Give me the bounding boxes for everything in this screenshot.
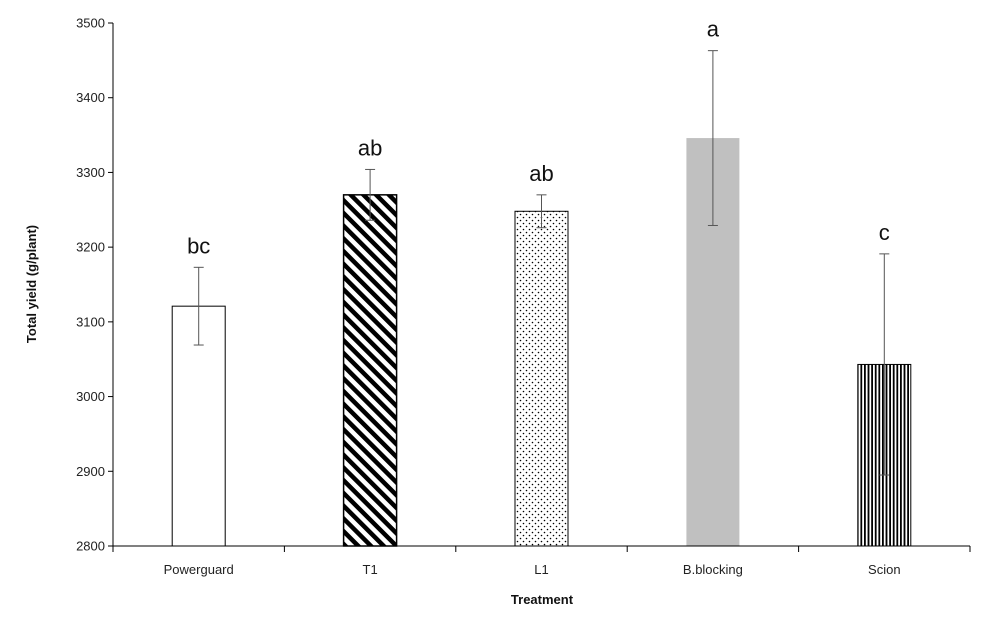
y-tick-label: 2900: [76, 464, 105, 479]
y-tick-label: 2800: [76, 539, 105, 554]
significance-label: ab: [529, 161, 553, 186]
significance-labels: bc ab ab a c: [187, 17, 890, 259]
y-tick-label: 3400: [76, 90, 105, 105]
significance-label: ab: [358, 135, 382, 160]
significance-label: a: [707, 17, 720, 42]
error-bars: [193, 50, 890, 476]
x-axis-title: Treatment: [511, 592, 574, 607]
error-bar: [879, 253, 890, 476]
y-tick-label: 3200: [76, 240, 105, 255]
bar-t1: [342, 194, 398, 547]
x-tick-label: Powerguard: [164, 562, 234, 577]
error-bar: [536, 194, 547, 229]
error-bar: [193, 266, 204, 346]
bar-l1: [514, 210, 569, 547]
x-tick-label: B.blocking: [683, 562, 743, 577]
x-tick-label: L1: [534, 562, 548, 577]
bars: [171, 138, 912, 547]
y-tick-label: 3100: [76, 314, 105, 329]
y-tick-label: 3000: [76, 389, 105, 404]
x-tick-label: T1: [363, 562, 378, 577]
y-axis-ticks: 2800 2900 3000 3100 3200 3300 3400 3500: [76, 16, 113, 554]
significance-label: c: [879, 220, 890, 245]
y-tick-label: 3500: [76, 16, 105, 31]
significance-label: bc: [187, 233, 210, 258]
y-tick-label: 3300: [76, 165, 105, 180]
x-axis-ticks: Powerguard T1 L1 B.blocking Scion: [112, 546, 971, 577]
y-axis-title: Total yield (g/plant): [24, 225, 39, 343]
error-bar: [707, 50, 718, 226]
error-bar: [365, 168, 376, 221]
x-tick-label: Scion: [868, 562, 901, 577]
bar-powerguard: [171, 305, 226, 547]
